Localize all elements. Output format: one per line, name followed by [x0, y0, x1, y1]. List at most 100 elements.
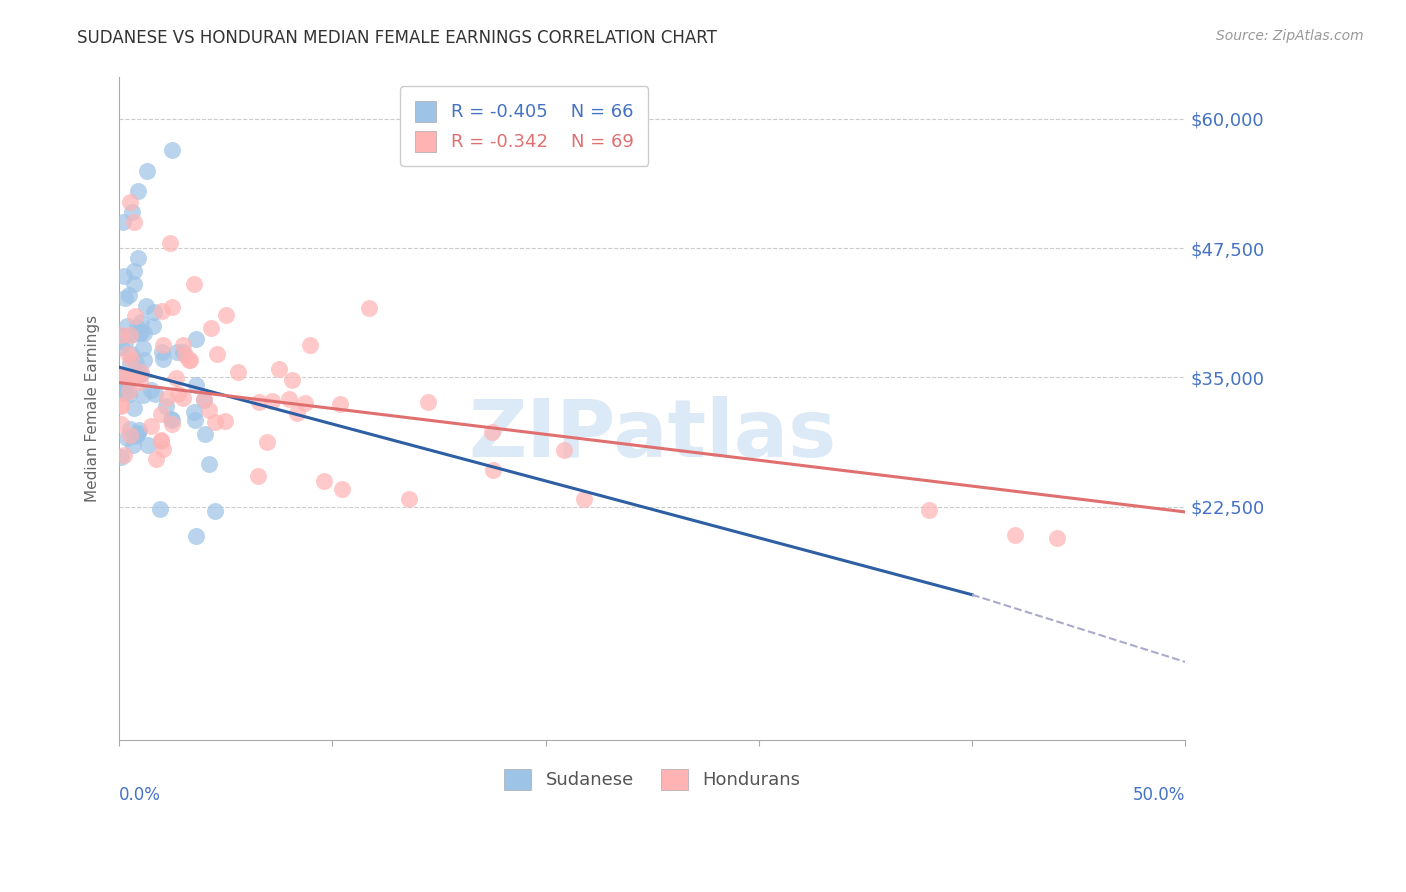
Point — [172, 344, 194, 359]
Point — [278, 392, 301, 406]
Point — [150, 345, 173, 359]
Point — [118, 194, 141, 209]
Point — [127, 251, 149, 265]
Point — [128, 423, 150, 437]
Point — [184, 529, 207, 543]
Point — [110, 417, 132, 432]
Point — [117, 347, 139, 361]
Point — [174, 347, 197, 361]
Point — [150, 407, 173, 421]
Point — [110, 450, 132, 465]
Point — [226, 365, 249, 379]
Point — [205, 346, 228, 360]
Point — [132, 387, 155, 401]
Point — [481, 425, 503, 439]
Point — [312, 474, 335, 488]
Point — [281, 373, 304, 387]
Point — [118, 428, 141, 442]
Text: Source: ZipAtlas.com: Source: ZipAtlas.com — [1216, 29, 1364, 43]
Point — [118, 386, 141, 401]
Point — [142, 318, 165, 333]
Point — [134, 326, 156, 340]
Point — [129, 315, 152, 329]
Point — [135, 299, 157, 313]
Point — [114, 291, 136, 305]
Point — [112, 328, 135, 343]
Point — [128, 326, 150, 340]
Point — [204, 415, 226, 429]
Point — [124, 309, 146, 323]
Point — [122, 437, 145, 451]
Point — [1004, 527, 1026, 541]
Point — [129, 365, 152, 379]
Point — [117, 318, 139, 333]
Y-axis label: Median Female Earnings: Median Female Earnings — [86, 315, 100, 502]
Point — [183, 405, 205, 419]
Point — [166, 386, 188, 401]
Point — [125, 370, 148, 384]
Point — [204, 504, 226, 518]
Point — [299, 337, 322, 351]
Point — [120, 346, 142, 360]
Point — [215, 309, 238, 323]
Point — [160, 417, 183, 432]
Point — [246, 468, 269, 483]
Text: ZIPatlas: ZIPatlas — [468, 396, 837, 474]
Point — [294, 396, 316, 410]
Point — [193, 392, 215, 407]
Point — [177, 353, 200, 368]
Point — [112, 268, 135, 283]
Point — [152, 352, 174, 367]
Point — [553, 443, 575, 458]
Point — [149, 433, 172, 447]
Point — [162, 300, 184, 314]
Point — [162, 143, 184, 157]
Point — [166, 344, 188, 359]
Point — [141, 384, 163, 398]
Point — [120, 351, 142, 366]
Text: 0.0%: 0.0% — [120, 786, 160, 804]
Point — [145, 452, 167, 467]
Point — [129, 375, 152, 389]
Point — [256, 435, 278, 450]
Point — [150, 303, 173, 318]
Point — [118, 422, 141, 436]
Point — [121, 205, 143, 219]
Point — [197, 457, 219, 471]
Point — [152, 338, 174, 352]
Point — [572, 491, 595, 506]
Point — [184, 413, 207, 427]
Point — [138, 438, 160, 452]
Point — [110, 384, 132, 399]
Point — [160, 412, 183, 426]
Point — [179, 353, 201, 368]
Point — [214, 414, 236, 428]
Point — [110, 398, 132, 412]
Point — [172, 391, 194, 405]
Point — [172, 338, 194, 352]
Point — [184, 332, 207, 346]
Point — [918, 502, 941, 516]
Point — [194, 426, 217, 441]
Point — [200, 320, 222, 334]
Point — [398, 492, 420, 507]
Point — [110, 370, 132, 384]
Point — [114, 368, 136, 383]
Point — [118, 327, 141, 342]
Point — [262, 394, 284, 409]
Point — [482, 463, 505, 477]
Point — [156, 392, 179, 406]
Point — [145, 387, 167, 401]
Text: SUDANESE VS HONDURAN MEDIAN FEMALE EARNINGS CORRELATION CHART: SUDANESE VS HONDURAN MEDIAN FEMALE EARNI… — [77, 29, 717, 46]
Point — [247, 395, 270, 409]
Point — [184, 378, 207, 392]
Point — [125, 426, 148, 441]
Point — [183, 277, 205, 292]
Point — [143, 305, 166, 319]
Point — [127, 425, 149, 440]
Point — [139, 419, 162, 434]
Point — [129, 325, 152, 339]
Point — [115, 378, 138, 392]
Legend: Sudanese, Hondurans: Sudanese, Hondurans — [496, 762, 807, 797]
Point — [330, 482, 353, 496]
